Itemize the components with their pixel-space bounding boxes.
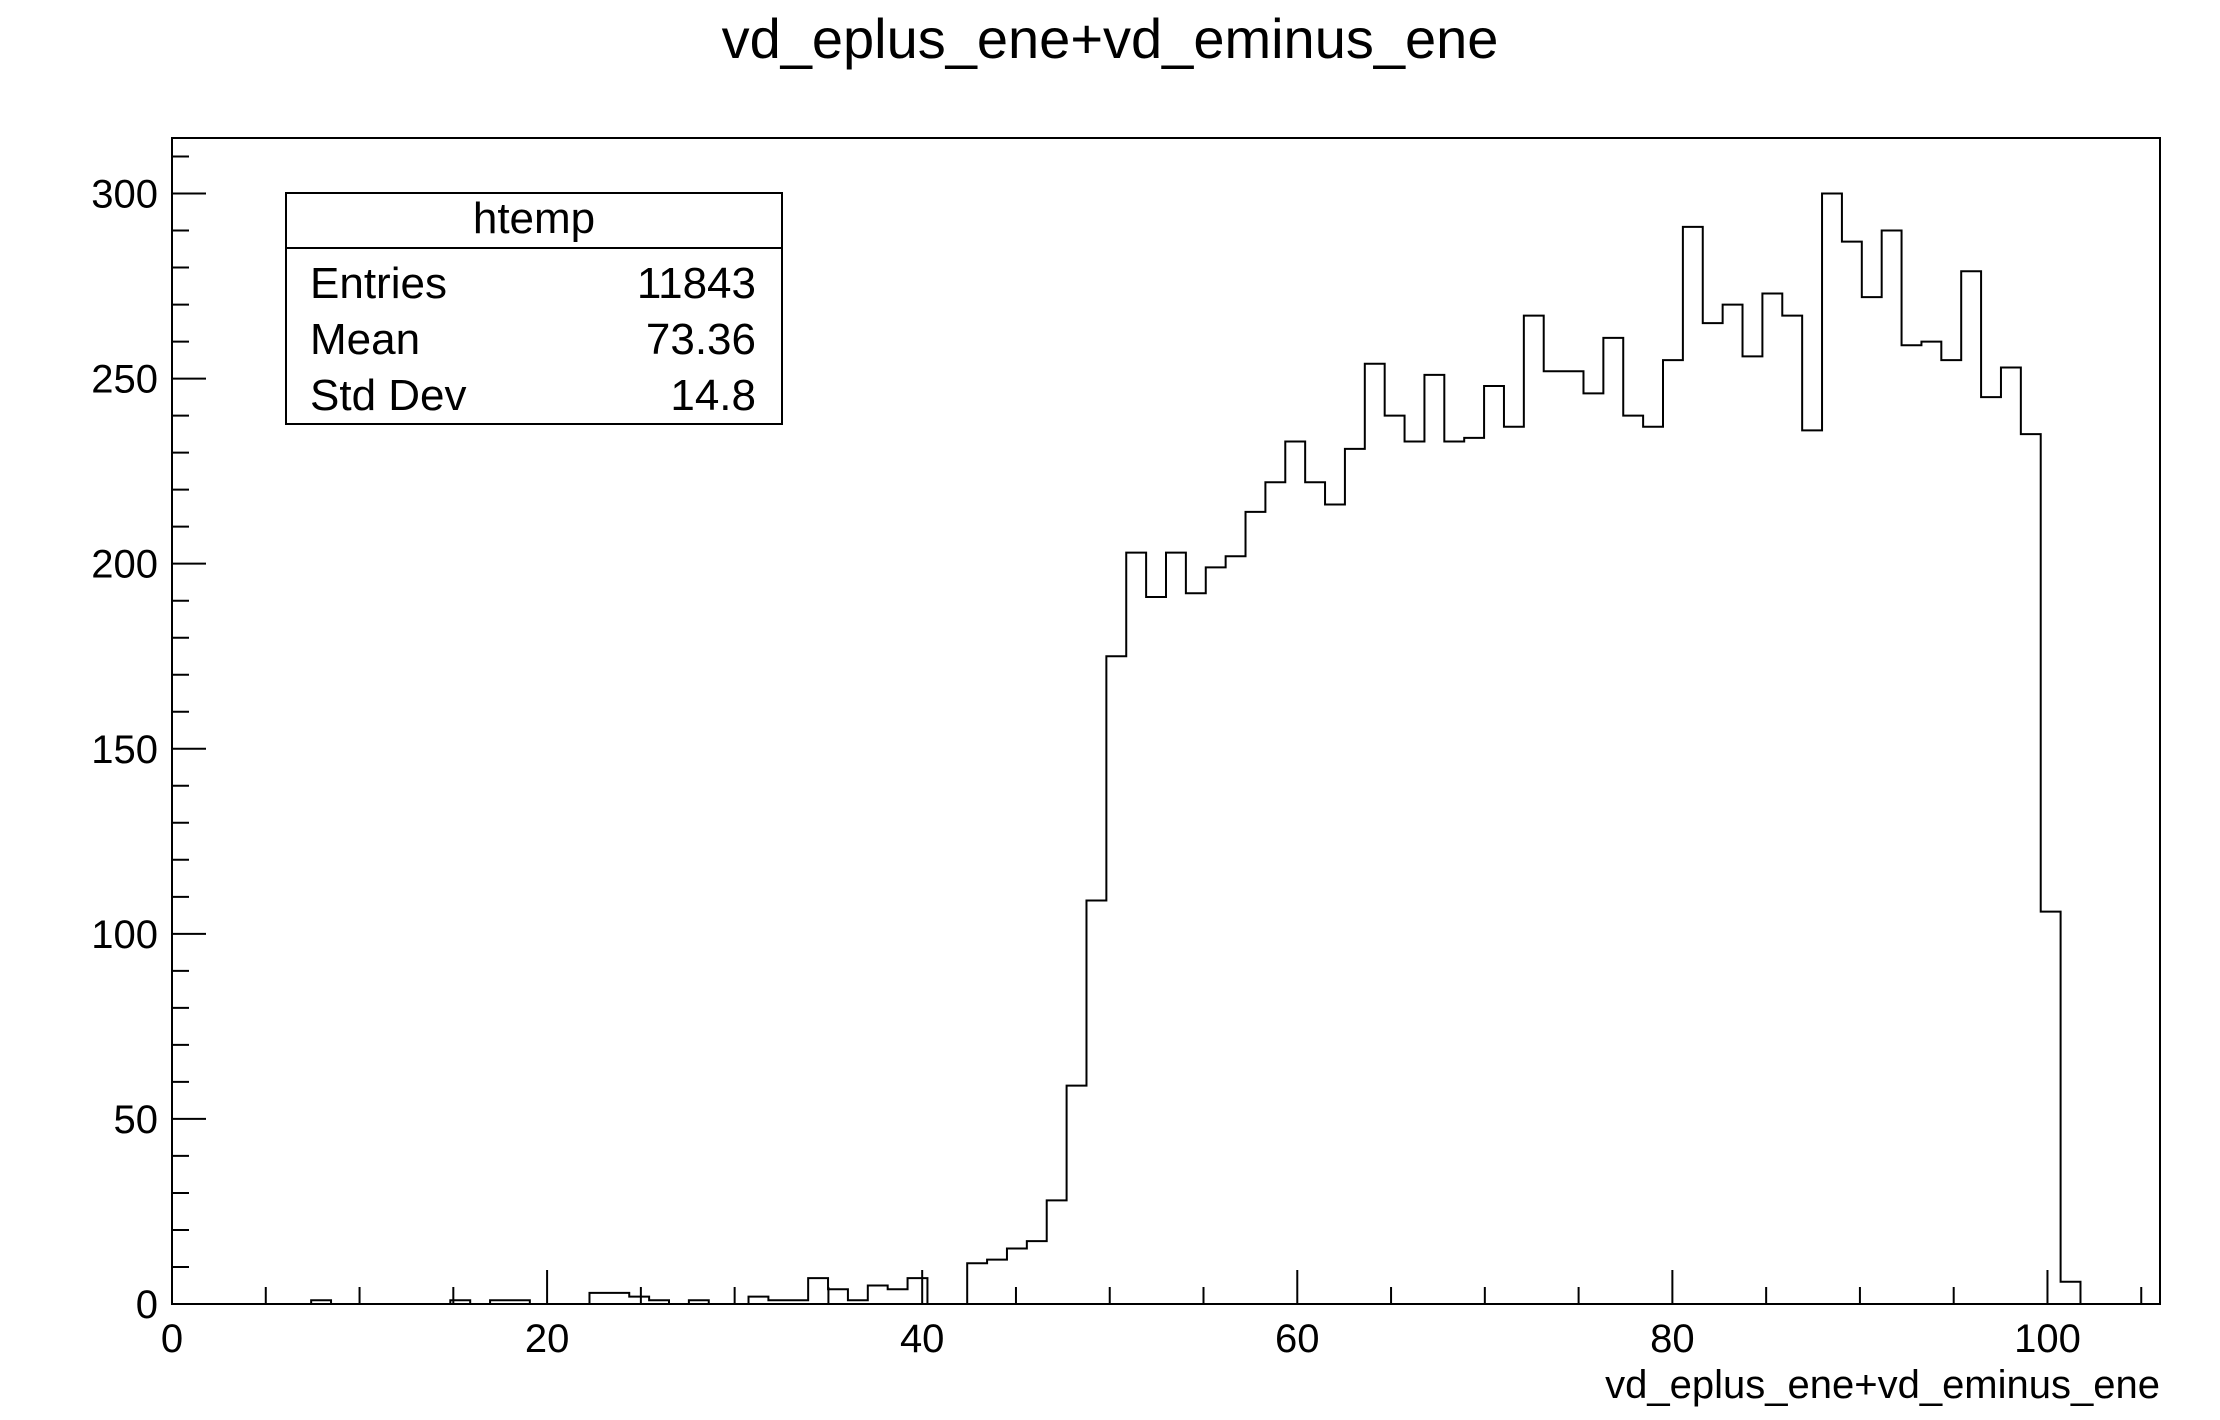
stats-std-value: 14.8: [670, 371, 756, 420]
x-tick-label: 20: [525, 1317, 570, 1361]
stats-entries-label: Entries: [310, 259, 447, 308]
x-tick-label: 100: [2014, 1317, 2081, 1361]
x-tick-label: 0: [161, 1317, 183, 1361]
stats-box: htemp Entries 11843 Mean 73.36 Std Dev 1…: [285, 192, 783, 425]
y-tick-label: 250: [91, 358, 158, 402]
stats-mean-value: 73.36: [646, 315, 756, 364]
x-tick-label: 80: [1650, 1317, 1695, 1361]
stats-mean-label: Mean: [310, 315, 420, 364]
histogram-series: [172, 192, 2160, 1305]
y-tick-label: 200: [91, 543, 158, 587]
stats-box-title: htemp: [473, 194, 595, 243]
y-axis-ticks: 0 50 100 150 200 250 300: [91, 155, 206, 1327]
y-tick-label: 300: [91, 173, 158, 217]
chart-title: vd_eplus_ene+vd_eminus_ene: [722, 7, 1499, 70]
x-tick-label: 40: [900, 1317, 945, 1361]
stats-entries-value: 11843: [637, 259, 756, 308]
x-tick-label: 60: [1275, 1317, 1320, 1361]
y-tick-label: 50: [114, 1098, 159, 1142]
x-axis-title: vd_eplus_ene+vd_eminus_ene: [1605, 1363, 2160, 1407]
plot-frame: [171, 137, 2161, 1305]
y-tick-label: 150: [91, 728, 158, 772]
x-axis-ticks: 0 20 40 60 80 100: [161, 1270, 2143, 1361]
y-tick-label: 100: [91, 913, 158, 957]
stats-box-frame: [285, 192, 783, 425]
stats-std-label: Std Dev: [310, 371, 467, 420]
y-tick-label: 0: [136, 1283, 158, 1327]
